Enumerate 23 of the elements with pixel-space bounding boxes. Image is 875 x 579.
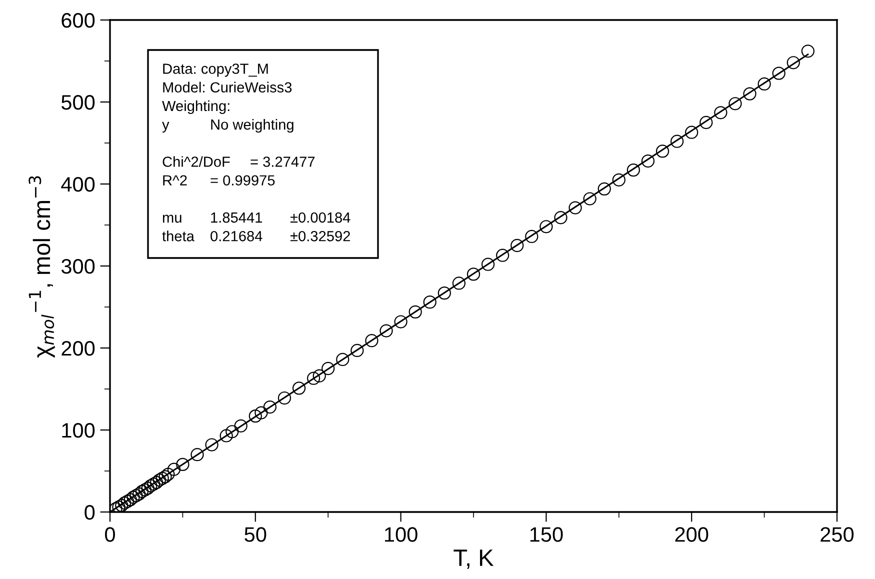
y-tick-label: 600 — [62, 13, 95, 28]
annotation: Data: copy3T_M — [163, 64, 268, 77]
x-tick-label: 150 — [530, 527, 563, 542]
x-tick-label: 0 — [105, 527, 115, 542]
y-tick-label: 200 — [62, 341, 95, 356]
text: Chi^2/DoF = 3.27477 — [162, 156, 315, 167]
y-tick-label: 400 — [61, 177, 95, 192]
y-tick-label: 500 — [61, 95, 95, 110]
x-tick-label: 100 — [385, 527, 418, 542]
y-axis-title: χ$_{mol}$$^{−1}$, mol cm$^{−3}$ — [28, 176, 55, 358]
y-tick-label: 300 — [61, 259, 95, 274]
text: theta 0.21684 ±0.32592 — [162, 230, 350, 242]
text: R^2 = 0.99975 — [163, 175, 275, 186]
x-tick-label: 50 — [244, 527, 266, 542]
x-tick-label: 250 — [820, 527, 854, 542]
annotation: Weighting: — [162, 100, 230, 114]
x-axis-title: T, K — [454, 550, 494, 569]
text: mu 1.85441 ±0.00184 — [162, 212, 350, 223]
annotation: Model: CurieWeiss3 — [163, 82, 292, 93]
y-tick-label: 100 — [62, 423, 95, 438]
y-tick-label: 0 — [84, 505, 95, 520]
x-tick-label: 200 — [675, 527, 708, 542]
text: y No weighting — [162, 119, 294, 133]
